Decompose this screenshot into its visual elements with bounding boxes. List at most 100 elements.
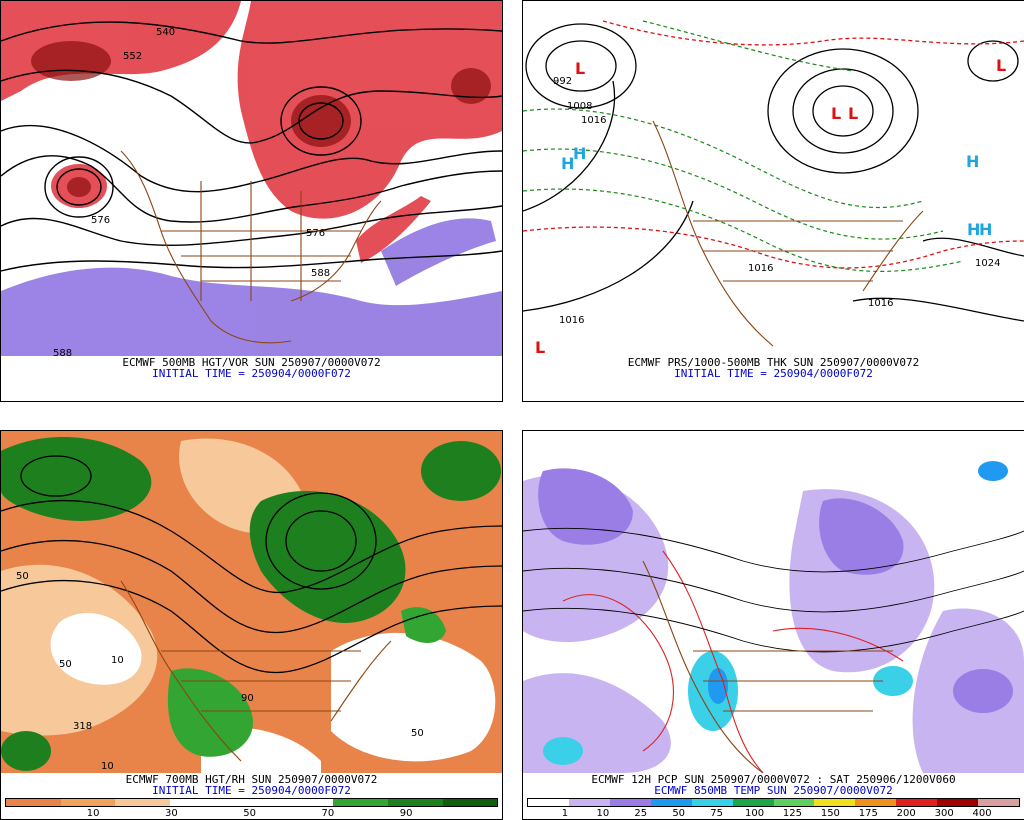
isobar-label: 1016 [581,115,606,126]
high-pressure-label: H [573,144,586,163]
colorbar-swatch [773,799,815,806]
colorbar-swatch [333,799,388,806]
high-pressure-label: H [967,220,980,239]
isobar-label: 992 [553,76,572,87]
colorbar-label: 1 [561,808,569,819]
rh-label: 50 [16,571,29,582]
height-label: 318 [73,721,92,732]
colorbar-swatch [937,799,979,806]
colorbar-label: 25 [634,808,648,819]
rh-label: 10 [101,761,114,772]
colorbar-label: 100 [744,808,765,819]
initial-time: INITIAL TIME = 250904/0000F072 [152,367,351,380]
colorbar-swatch [387,799,443,806]
colorbar-swatch [978,799,1020,806]
colorbar-label: 30 [164,808,178,819]
thickness-cold [523,20,964,272]
rh-label: 50 [411,728,424,739]
colorbar-swatch [609,799,651,806]
rh-colorbar [5,798,498,807]
rh-wet-fill [167,607,446,757]
colorbar-swatch [442,799,498,806]
low-pressure-label: L [996,56,1006,75]
panel-caption: ECMWF 12H PCP SUN 250907/0000V072 : SAT … [591,773,956,786]
rh-label: 90 [241,693,254,704]
contour-label: 576 [91,215,110,226]
contour-label: 588 [53,348,72,356]
isobar-label: 1024 [975,258,1000,269]
map-500mb-vorticity: 540 552 576 576 588 588 [1,1,502,356]
map-pressure-thickness: L L L L L H H H H H 992 1008 1016 1016 1… [523,1,1024,356]
colorbar-swatch [691,799,733,806]
panel-pressure-thickness: L L L L L H H H H H 992 1008 1016 1016 1… [522,0,1024,402]
geography-outlines [642,560,893,773]
colorbar-label: 400 [972,808,992,819]
colorbar-label: 175 [858,808,878,819]
low-pressure-label: L [535,338,545,356]
isobar-label: 1016 [868,298,893,309]
isobar-label: 1008 [567,101,592,112]
contour-label: 540 [156,27,175,38]
isobar-label: 1016 [748,263,773,274]
panel-caption: ECMWF 700MB HGT/RH SUN 250907/0000V072 [125,773,378,786]
colorbar-label: 150 [820,808,840,819]
colorbar-swatch [60,799,116,806]
map-700mb-rh: 50 10 90 50 10 318 50 [1,431,502,773]
low-pressure-label: L [831,104,841,123]
rh-label: 50 [59,659,72,670]
panel-caption: ECMWF 500MB HGT/VOR SUN 250907/0000V072 [122,356,381,369]
colorbar-swatch [528,799,569,806]
initial-time: INITIAL TIME = 250904/0000F072 [152,784,351,797]
high-pressure-label: H [979,220,992,239]
colorbar-label: 10 [86,808,100,819]
colorbar-swatch [896,799,938,806]
initial-time: INITIAL TIME = 250904/0000F072 [674,367,873,380]
isobars [523,23,1024,322]
precip-max-fill [708,461,1008,704]
colorbar-swatch [650,799,692,806]
contour-label: 576 [306,228,325,239]
colorbar-swatch [169,799,225,806]
colorbar-swatch [6,799,61,806]
colorbar-label: 125 [782,808,802,819]
colorbar-label: 75 [710,808,723,819]
colorbar-swatch [855,799,897,806]
colorbar-swatch [568,799,610,806]
high-pressure-label: H [966,152,979,171]
geography-outlines [120,150,382,344]
contour-label: 588 [311,268,330,279]
colorbar-label: 10 [596,808,610,819]
rh-colorbar-labels: 10 30 50 70 90 [5,808,498,819]
colorbar-swatch [278,799,334,806]
colorbar-label: 200 [896,808,916,819]
high-pressure-label: H [561,154,574,173]
panel-700mb-hgt-rh: 50 10 90 50 10 318 50 ECMWF 700MB HGT/RH… [0,430,503,820]
contour-label: 552 [123,51,142,62]
map-12h-precip [523,431,1024,773]
colorbar-label: 300 [934,808,954,819]
colorbar-swatch [732,799,774,806]
colorbar-swatch [224,799,279,806]
panel-caption: ECMWF PRS/1000-500MB THK SUN 250907/0000… [627,356,920,369]
isobar-label: 1016 [559,315,584,326]
precip-colorbar-labels: 1 10 25 50 75 100 125 150 175 200 300 400 [527,808,1020,819]
rh-label: 10 [111,655,124,666]
height-contours [1,455,502,674]
height-contours [1,21,502,272]
secondary-caption: ECMWF 850MB TEMP SUN 250907/0000V072 [654,784,893,797]
geography-outlines [120,580,392,762]
low-pressure-label: L [848,104,858,123]
colorbar-label: 90 [399,808,413,819]
precip-moderate-fill [538,468,1013,713]
geography-outlines [652,120,924,347]
colorbar-swatch [814,799,856,806]
thickness-warm [523,20,1024,269]
panel-500mb-hgt-vor: 540 552 576 576 588 588 ECMWF 500MB HGT/… [0,0,503,402]
panel-12h-precip: ECMWF 12H PCP SUN 250907/0000V072 : SAT … [522,430,1024,820]
colorbar-label: 50 [672,808,686,819]
colorbar-swatch [115,799,170,806]
precip-colorbar [527,798,1020,807]
low-pressure-label: L [575,59,585,78]
negative-vorticity-fill [1,218,502,356]
colorbar-label: 50 [243,808,256,819]
